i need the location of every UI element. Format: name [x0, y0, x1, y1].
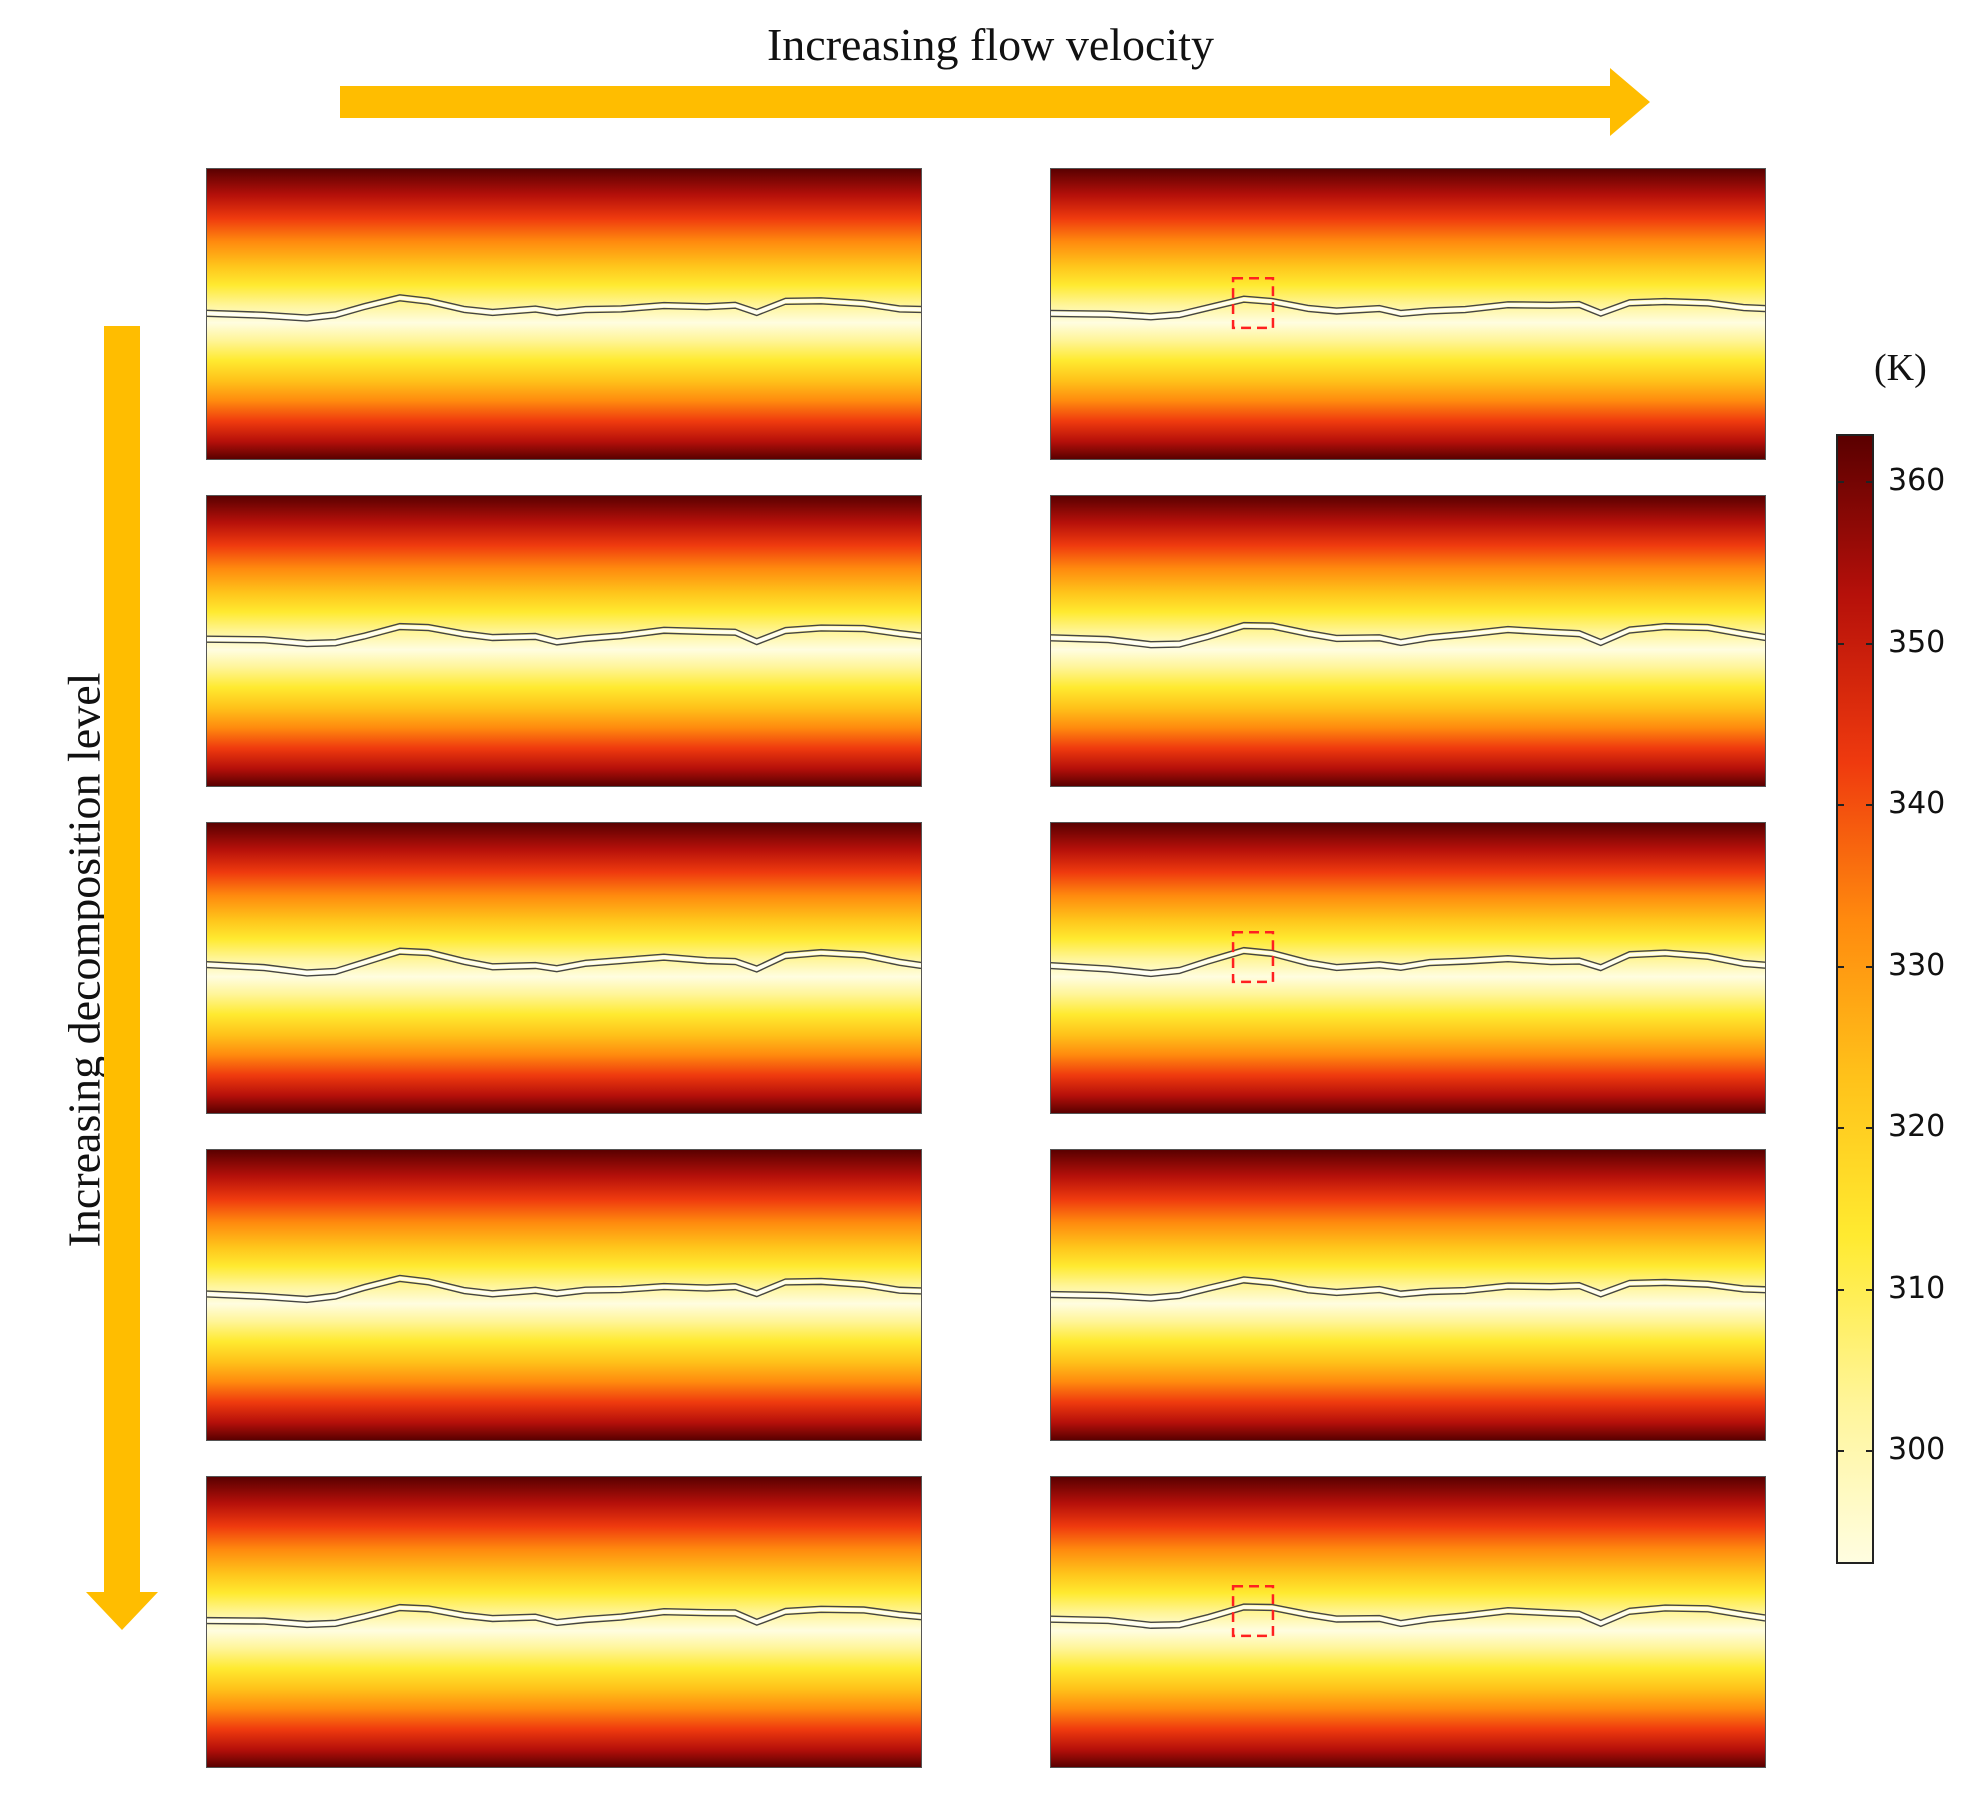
colorbar-tick-mark	[1866, 642, 1872, 645]
fracture-aperture-line	[207, 1280, 921, 1304]
temperature-panel-r1-c1	[206, 168, 922, 460]
temperature-panel-r2-c2	[1050, 495, 1766, 787]
fracture-aperture-line	[1051, 1276, 1765, 1296]
fracture-aperture-line	[207, 1603, 921, 1623]
fracture-aperture-line	[207, 1609, 921, 1629]
colorbar-tick-mark	[1838, 1450, 1844, 1452]
colorbar-tick-mark	[1838, 481, 1844, 484]
colorbar-tick-label: 310	[1888, 1270, 1946, 1306]
colorbar-tick-mark	[1866, 804, 1872, 807]
colorbar-tick-label: 300	[1888, 1432, 1946, 1467]
fracture-aperture-line	[1051, 1603, 1765, 1623]
highlight-box	[1231, 277, 1275, 330]
fracture-aperture-line	[207, 300, 921, 322]
colorbar-tick-mark	[1866, 1450, 1872, 1452]
fracture-aperture-line	[207, 628, 921, 648]
colorbar-tick-label: 330	[1888, 947, 1946, 983]
temperature-panel-r5-c1	[206, 1476, 922, 1768]
highlight-box	[1231, 931, 1275, 984]
temperature-panel-r3-c2	[1050, 822, 1766, 1114]
colorbar-tick-mark	[1838, 1127, 1844, 1130]
fracture-aperture-line	[1051, 627, 1765, 649]
fracture-aperture-line	[1051, 952, 1765, 978]
colorbar-tick-label: 360	[1888, 463, 1946, 499]
fracture-aperture-line	[207, 947, 921, 971]
temperature-panel-r3-c1	[206, 822, 922, 1114]
temperature-panel-r5-c2	[1050, 1476, 1766, 1768]
flow-velocity-arrow	[340, 68, 1650, 136]
colorbar-tick-mark	[1866, 481, 1872, 484]
colorbar-tick-mark	[1838, 965, 1844, 968]
fracture-aperture-line	[1051, 621, 1765, 643]
temperature-panel-r1-c2	[1050, 168, 1766, 460]
temperature-colorbar	[1836, 434, 1874, 1564]
colorbar-tick-label: 350	[1888, 624, 1946, 660]
colorbar-tick-mark	[1838, 804, 1844, 807]
colorbar-tick-label: 320	[1888, 1109, 1946, 1145]
temperature-panel-r4-c1	[206, 1149, 922, 1441]
temperature-panel-r2-c1	[206, 495, 922, 787]
colorbar-unit: (K)	[1874, 347, 1927, 389]
decomposition-level-arrow	[86, 326, 158, 1630]
fracture-aperture-line	[207, 1274, 921, 1298]
flow-velocity-label: Increasing flow velocity	[766, 19, 1215, 70]
colorbar-tick-mark	[1866, 1288, 1872, 1291]
fracture-aperture-line	[1051, 1282, 1765, 1302]
colorbar-tick-label: 340	[1888, 786, 1946, 822]
fracture-aperture-line	[1051, 1609, 1765, 1629]
colorbar-tick-mark	[1838, 642, 1844, 645]
fracture-aperture-line	[1051, 946, 1765, 972]
colorbar-tick-mark	[1866, 1127, 1872, 1130]
fracture-aperture-line	[1051, 301, 1765, 321]
fracture-aperture-line	[1051, 295, 1765, 315]
highlight-box	[1231, 1585, 1275, 1638]
fracture-aperture-line	[207, 953, 921, 977]
colorbar-tick-mark	[1838, 1288, 1844, 1291]
fracture-aperture-line	[207, 294, 921, 316]
temperature-panel-r4-c2	[1050, 1149, 1766, 1441]
fracture-aperture-line	[207, 622, 921, 642]
colorbar-tick-mark	[1866, 965, 1872, 968]
